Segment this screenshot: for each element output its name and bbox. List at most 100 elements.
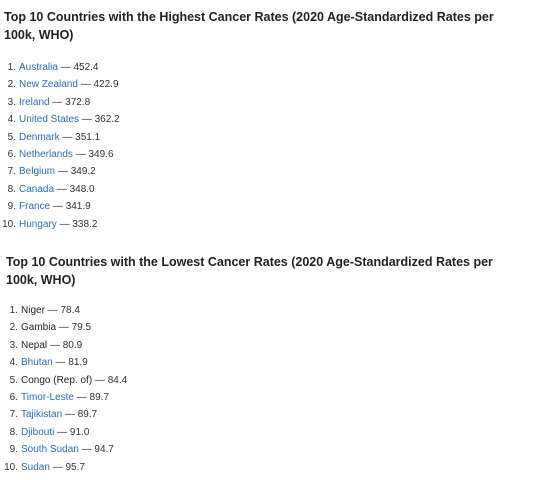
rank-number: 1 [0, 302, 18, 319]
country-link[interactable]: Australia [19, 62, 58, 73]
separator: — [92, 374, 108, 386]
rank-number: 10 [0, 459, 18, 476]
separator: — [54, 183, 70, 195]
country-link[interactable]: Belgium [19, 166, 56, 178]
list-item: 1Australia — 452.4 [0, 59, 533, 76]
country-link[interactable]: United States [19, 114, 80, 126]
country-link[interactable]: Sudan [21, 461, 50, 473]
rate-value: 84.4 [107, 374, 128, 386]
highest-rates-heading: Top 10 Countries with the Highest Cancer… [4, 10, 494, 42]
rate-value: 79.5 [71, 322, 92, 334]
country-link[interactable]: South Sudan [21, 444, 79, 456]
list-item: 3Nepal — 80.9 [0, 337, 533, 354]
country-name: Congo (Rep. of) [21, 374, 93, 386]
separator: — [49, 96, 66, 108]
separator: — [79, 114, 95, 126]
lowest-rates-list: 1Niger — 78.42Gambia — 79.53Nepal — 80.9… [0, 302, 533, 476]
rate-value: 452.4 [73, 62, 99, 73]
rank-number: 4 [0, 111, 16, 128]
list-item: 10Hungary — 338.2 [0, 216, 533, 233]
rank-number: 3 [0, 94, 16, 111]
rate-value: 89.7 [89, 391, 110, 403]
rate-value: 80.9 [62, 339, 83, 351]
rate-value: 349.6 [88, 148, 114, 160]
country-link[interactable]: France [19, 201, 51, 213]
list-item: 8Canada — 348.0 [0, 181, 533, 198]
highest-rates-list: 1Australia — 452.42New Zealand — 422.93I… [0, 59, 533, 233]
separator: — [56, 218, 73, 230]
rate-value: 81.9 [68, 357, 88, 369]
country-name: Gambia [21, 322, 57, 334]
separator: — [56, 322, 72, 334]
rate-value: 349.2 [70, 166, 96, 178]
country-link[interactable]: New Zealand [19, 79, 78, 91]
list-item: 10Sudan — 95.7 [0, 459, 533, 476]
rank-number: 3 [0, 337, 18, 354]
rank-number: 9 [0, 198, 16, 215]
rank-number: 8 [0, 181, 16, 198]
country-link[interactable]: Denmark [19, 131, 60, 143]
separator: — [55, 166, 71, 178]
rate-value: 89.7 [77, 409, 98, 421]
list-item: 7Tajikistan — 89.7 [0, 406, 533, 423]
separator: — [52, 357, 69, 369]
rate-value: 372.8 [65, 96, 91, 108]
lowest-rates-section: Top 10 Countries with the Lowest Cancer … [0, 253, 533, 476]
country-link[interactable]: Tajikistan [21, 409, 63, 421]
list-item: 6Timor-Leste — 89.7 [0, 389, 533, 406]
highest-rates-section: Top 10 Countries with the Highest Cancer… [0, 8, 533, 233]
rank-number: 2 [0, 76, 16, 93]
rate-value: 341.9 [65, 201, 91, 213]
list-item: 9South Sudan — 94.7 [0, 441, 533, 458]
country-link[interactable]: Hungary [19, 218, 57, 230]
list-item: 2New Zealand — 422.9 [0, 76, 533, 93]
list-item: 5Denmark — 351.1 [0, 129, 533, 146]
list-item: 5Congo (Rep. of) — 84.4 [0, 372, 533, 389]
rank-number: 1 [0, 59, 16, 76]
list-item: 6Netherlands — 349.6 [0, 146, 533, 163]
rank-number: 5 [0, 372, 18, 389]
rate-value: 338.2 [72, 218, 98, 230]
separator: — [47, 339, 63, 351]
country-link[interactable]: Canada [19, 183, 55, 195]
rank-number: 6 [0, 389, 18, 406]
separator: — [72, 148, 89, 160]
separator: — [78, 444, 95, 456]
rank-number: 2 [0, 319, 18, 336]
country-link[interactable]: Timor-Leste [21, 391, 74, 403]
rank-number: 7 [0, 163, 16, 180]
list-item: 4United States — 362.2 [0, 111, 533, 128]
rate-value: 362.2 [94, 114, 120, 126]
country-link[interactable]: Bhutan [21, 357, 53, 369]
rate-value: 95.7 [65, 461, 85, 473]
list-item: 9France — 341.9 [0, 198, 533, 215]
separator: — [54, 426, 70, 438]
lowest-rates-heading: Top 10 Countries with the Lowest Cancer … [6, 255, 493, 287]
separator: — [73, 391, 90, 403]
rank-number: 5 [0, 129, 16, 146]
rank-number: 8 [0, 424, 18, 441]
separator: — [62, 409, 78, 421]
list-item: 7Belgium — 349.2 [0, 163, 533, 180]
rate-value: 91.0 [69, 426, 90, 438]
list-item: 4Bhutan — 81.9 [0, 354, 533, 371]
country-link[interactable]: Djibouti [21, 426, 55, 438]
country-link[interactable]: Ireland [19, 96, 50, 108]
separator: — [50, 201, 66, 213]
list-item: 1Niger — 78.4 [0, 302, 533, 319]
separator: — [77, 79, 94, 91]
country-name: Niger [21, 305, 45, 316]
separator: — [59, 131, 76, 143]
separator: — [49, 461, 66, 473]
rank-number: 4 [0, 354, 18, 371]
rate-value: 348.0 [69, 183, 95, 195]
rank-number: 10 [0, 216, 16, 233]
rate-value: 94.7 [94, 444, 114, 456]
country-link[interactable]: Netherlands [19, 148, 73, 160]
rank-number: 6 [0, 146, 16, 163]
list-item: 2Gambia — 79.5 [0, 319, 533, 336]
rate-value: 351.1 [75, 131, 101, 143]
separator: — [57, 62, 74, 73]
country-name: Nepal [21, 339, 48, 351]
rate-value: 78.4 [60, 305, 80, 316]
